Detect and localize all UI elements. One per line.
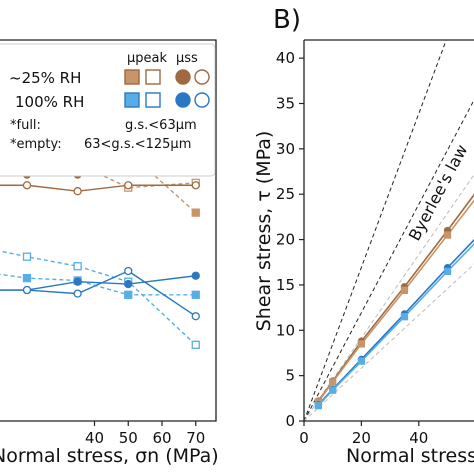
- panel-b-y-tick-label-6: 30: [276, 140, 295, 158]
- legend-note-full-key: *full:: [10, 118, 41, 133]
- panel-a-point-4-2: [22, 273, 32, 283]
- panel-a-series-line-7: [0, 270, 197, 317]
- panel-b-y-tick-label-0: 0: [285, 412, 295, 430]
- panel-b-y-tick-label-3: 15: [276, 276, 295, 294]
- legend-100rh-ss-open-marker: [194, 92, 210, 108]
- legend-note-full-value: g.s.<63μm: [125, 118, 197, 133]
- panel-a-x-tick-label-0: 40: [85, 429, 104, 447]
- panel-b-y-tick-label-7: 35: [276, 95, 295, 113]
- panel-b-y-tick-label-5: 25: [276, 185, 295, 203]
- panel-a-x-ticks: 40 50 60 70: [85, 421, 205, 447]
- panel-a-point-3-4: [124, 181, 133, 190]
- panel-a-point-7-5: [191, 312, 200, 321]
- legend: μpeak μss ~25% RH 100% RH *full: g.s.<63…: [0, 43, 216, 177]
- legend-100rh-peak-open-marker: [145, 92, 161, 108]
- panel-a-point-3-3: [73, 187, 82, 196]
- panel-b: B) 0 20 40 0 5 10 15 20 25 30 35 40 Shear stress, …: [253, 5, 474, 467]
- legend-25rh-ss-filled-marker: [175, 69, 191, 85]
- panel-b-y-tick-label-4: 20: [276, 231, 295, 249]
- panel-b-point-3-1: [329, 386, 337, 394]
- legend-100rh-ss-filled-marker: [175, 92, 191, 108]
- panel-b-y-tick-label-2: 10: [276, 321, 295, 339]
- panel-b-x-tick-label-1: 20: [352, 429, 371, 447]
- panel-a-point-6-4: [124, 279, 133, 289]
- panel-b-reference-line-1: [304, 99, 474, 421]
- panel-b-point-1-1: [329, 378, 337, 386]
- byerlee-annotation: Byerlee's law: [405, 141, 472, 244]
- panel-a-point-6-3: [73, 277, 82, 286]
- panel-a-x-axis-label: Normal stress, σn (MPa): [0, 445, 219, 467]
- panel-a-point-3-2: [22, 181, 32, 190]
- panel-b-y-tick-label-1: 5: [285, 367, 295, 385]
- panel-b-point-3-4: [443, 267, 452, 275]
- legend-box: [0, 43, 216, 177]
- legend-note-empty-key: *empty:: [10, 137, 62, 152]
- panel-a-point-5-3: [73, 262, 82, 271]
- panel-b-y-ticks: 0 5 10 15 20 25 30 35 40: [276, 49, 304, 430]
- legend-col-mu-ss: μss: [176, 51, 198, 66]
- panel-b-y-tick-label-8: 40: [276, 49, 295, 67]
- panel-a-point-7-3: [73, 289, 82, 298]
- panel-b-x-tick-label-0: 0: [299, 429, 309, 447]
- panel-b-x-axis-label: Normal stress, σn (MPa): [346, 445, 474, 467]
- panel-a-axes-frame: [0, 39, 217, 422]
- panel-b-series-line-0: [317, 193, 474, 402]
- panel-b-point-3-3: [400, 313, 409, 321]
- panel-a-series-line-5: [0, 250, 197, 346]
- panel-a-point-5-5: [191, 340, 200, 349]
- panel-b-y-axis-label: Shear stress, τ (MPa): [253, 131, 275, 332]
- legend-row-25rh-label: ~25% RH: [9, 69, 81, 87]
- panel-b-point-1-4: [443, 231, 452, 239]
- panel-b-point-1-2: [357, 340, 366, 348]
- panel-a-point-6-5: [191, 271, 200, 280]
- panel-b-plot-area: [304, 40, 474, 421]
- panel-a-point-0-5: [191, 208, 200, 217]
- panel-b-reference-line-3: [304, 263, 474, 421]
- panel-b-series-line-3: [317, 242, 474, 407]
- panel-b-point-3-2: [357, 357, 366, 365]
- legend-col-mu-peak: μpeak: [127, 51, 167, 66]
- panel-a-series-line-6: [0, 275, 196, 291]
- legend-25rh-peak-filled-marker: [124, 69, 140, 85]
- panel-a: 40 50 60 70 Normal stress, σn (MPa) μpeak μ…: [0, 39, 219, 467]
- panel-a-point-4-4: [124, 290, 133, 299]
- legend-25rh-peak-open-marker: [145, 69, 161, 85]
- panel-a-point-7-2: [22, 285, 32, 295]
- legend-25rh-ss-open-marker: [194, 69, 210, 85]
- panel-a-series-line-3: [0, 184, 196, 192]
- panel-a-point-5-2: [22, 252, 32, 261]
- legend-row-100rh-label: 100% RH: [15, 93, 84, 111]
- panel-b-point-3-0: [314, 401, 323, 410]
- panel-a-point-3-5: [191, 181, 200, 190]
- panel-a-x-tick-label-3: 70: [186, 429, 205, 447]
- legend-note-empty-value: 63<g.s.<125μm: [84, 137, 191, 152]
- panel-b-x-ticks: 0 20 40: [299, 421, 428, 447]
- panel-b-x-tick-label-2: 40: [409, 429, 428, 447]
- panel-b-point-1-3: [400, 286, 409, 295]
- panel-a-point-7-4: [124, 266, 133, 276]
- panel-b-reference-line-0: [304, 40, 447, 421]
- legend-100rh-peak-filled-marker: [124, 92, 140, 108]
- panel-a-x-tick-label-2: 60: [152, 429, 171, 447]
- panel-b-label: B): [273, 5, 301, 35]
- panel-a-x-tick-label-1: 50: [119, 429, 138, 447]
- panel-a-point-4-5: [191, 290, 200, 299]
